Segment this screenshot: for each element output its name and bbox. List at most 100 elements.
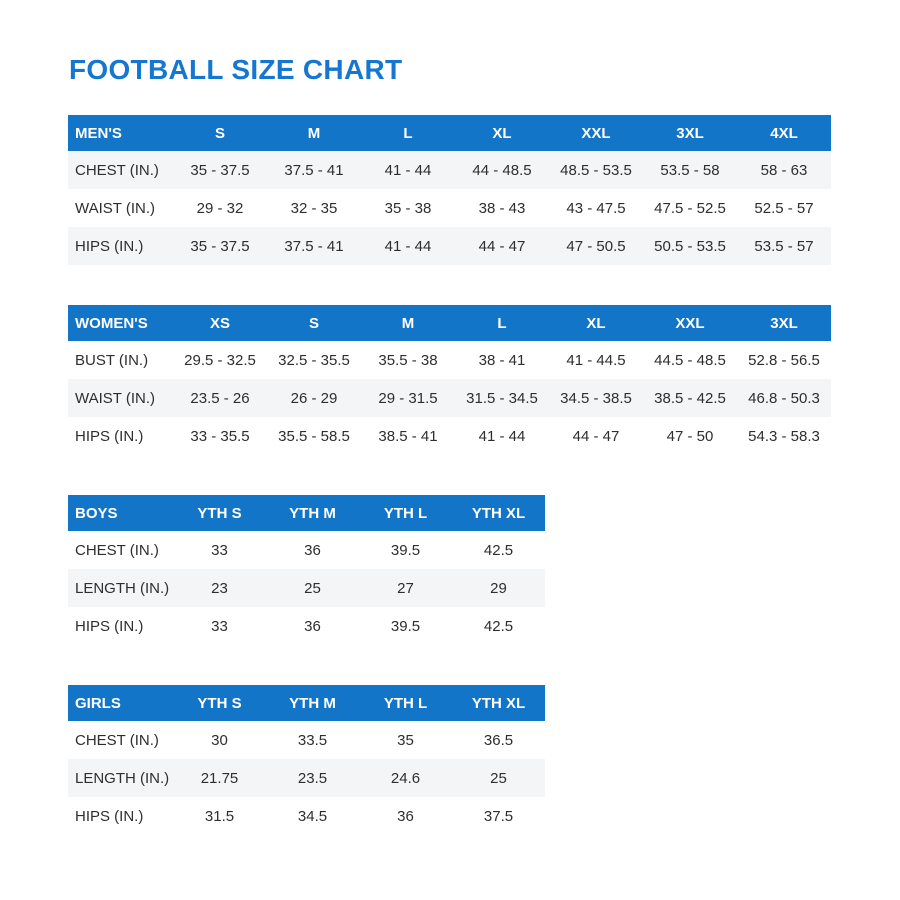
size-value: 47 - 50.5 (566, 237, 626, 255)
column-header: M (361, 305, 455, 341)
column-header: L (361, 115, 455, 151)
column-header: XXL (549, 115, 643, 151)
size-value: 36 (304, 541, 321, 559)
table-title-girls: GIRLS (68, 685, 173, 721)
size-value: 41 - 44 (384, 237, 432, 255)
size-value: 27 (397, 579, 414, 597)
size-value: 23 (211, 579, 228, 597)
size-value: 36 (397, 807, 414, 825)
table-title-mens: MEN'S (68, 115, 173, 151)
size-value: 47 - 50 (666, 427, 714, 445)
size-value: 31.5 - 34.5 (466, 389, 538, 407)
column-header: XL (455, 115, 549, 151)
column-header: YTH M (266, 685, 359, 721)
size-value: 32 - 35 (290, 199, 338, 217)
page-title: FOOTBALL SIZE CHART (69, 54, 403, 85)
size-value: 53.5 - 58 (660, 161, 720, 179)
size-value: 24.6 (390, 769, 421, 787)
size-value: 23.5 (297, 769, 328, 787)
table-row: CHEST (IN.) 35 - 37.5 37.5 - 41 41 - 44 44 -… (68, 151, 831, 189)
size-value: 41 - 44 (478, 427, 526, 445)
table-row: CHEST (IN.) 30 33.5 35 36.5 (68, 721, 545, 759)
column-header: YTH S (173, 495, 266, 531)
column-header: M (267, 115, 361, 151)
size-value: 44.5 - 48.5 (654, 351, 726, 369)
header-row-boys: BOYS YTH S YTH M YTH L YTH XL (68, 495, 545, 531)
size-table-womens: WOMEN'S XS S M L XL XXL 3XL BUST (IN.) 29.5 - 32.… (68, 305, 831, 455)
column-header: YTH L (359, 495, 452, 531)
column-header: 4XL (737, 115, 831, 151)
size-value: 50.5 - 53.5 (654, 237, 726, 255)
size-value: 26 - 29 (290, 389, 338, 407)
size-value: 37.5 - 41 (284, 237, 344, 255)
size-value: 29 (490, 579, 507, 597)
table-row: WAIST (IN.) 23.5 - 26 26 - 29 29 - 31.5 31.5… (68, 379, 831, 417)
size-value: 33 - 35.5 (190, 427, 250, 445)
size-value: 54.3 - 58.3 (748, 427, 820, 445)
size-value: 44 - 47 (572, 427, 620, 445)
size-table-mens: MEN'S S M L XL XXL 3XL 4XL CHEST (IN.) 35 - 37.5 3… (68, 115, 831, 265)
table-row: LENGTH (IN.) 23 25 27 29 (68, 569, 545, 607)
header-row-girls: GIRLS YTH S YTH M YTH L YTH XL (68, 685, 545, 721)
size-value: 29 - 32 (196, 199, 244, 217)
size-value: 38 - 43 (478, 199, 526, 217)
column-header: L (455, 305, 549, 341)
size-value: 48.5 - 53.5 (560, 161, 632, 179)
row-label: CHEST (IN.) (75, 161, 159, 179)
size-tables-container: MEN'S S M L XL XXL 3XL 4XL CHEST (IN.) 35 - 37.5 3… (68, 115, 832, 835)
size-value: 36 (304, 617, 321, 635)
size-value: 34.5 - 38.5 (560, 389, 632, 407)
row-label: LENGTH (IN.) (75, 579, 170, 597)
header-row-mens: MEN'S S M L XL XXL 3XL 4XL (68, 115, 831, 151)
size-value: 21.75 (200, 769, 239, 787)
size-value: 35 - 38 (384, 199, 432, 217)
size-value: 38.5 - 42.5 (654, 389, 726, 407)
table-row: BUST (IN.) 29.5 - 32.5 32.5 - 35.5 35.5 - 3… (68, 341, 831, 379)
column-header: 3XL (643, 115, 737, 151)
size-value: 31.5 (204, 807, 235, 825)
size-value: 38.5 - 41 (378, 427, 438, 445)
size-value: 44 - 48.5 (472, 161, 532, 179)
size-value: 25 (304, 579, 321, 597)
size-value: 30 (211, 731, 228, 749)
size-value: 52.5 - 57 (754, 199, 814, 217)
size-value: 42.5 (483, 617, 514, 635)
size-value: 52.8 - 56.5 (748, 351, 820, 369)
header-row-womens: WOMEN'S XS S M L XL XXL 3XL (68, 305, 831, 341)
column-header: 3XL (737, 305, 831, 341)
size-value: 35 - 37.5 (190, 161, 250, 179)
size-value: 58 - 63 (760, 161, 808, 179)
size-value: 32.5 - 35.5 (278, 351, 350, 369)
table-title-boys: BOYS (68, 495, 173, 531)
row-label: WAIST (IN.) (75, 389, 155, 407)
table-row: WAIST (IN.) 29 - 32 32 - 35 35 - 38 38 - 43 4… (68, 189, 831, 227)
size-value: 37.5 - 41 (284, 161, 344, 179)
row-label: WAIST (IN.) (75, 199, 155, 217)
column-header: S (267, 305, 361, 341)
column-header: XL (549, 305, 643, 341)
row-label: CHEST (IN.) (75, 731, 159, 749)
table-title-womens: WOMEN'S (68, 305, 173, 341)
size-value: 33 (211, 617, 228, 635)
row-label: HIPS (IN.) (75, 427, 144, 445)
table-row: LENGTH (IN.) 21.75 23.5 24.6 25 (68, 759, 545, 797)
row-label: HIPS (IN.) (75, 237, 144, 255)
size-value: 23.5 - 26 (190, 389, 250, 407)
size-value: 39.5 (390, 541, 421, 559)
column-header: S (173, 115, 267, 151)
table-row: HIPS (IN.) 31.5 34.5 36 37.5 (68, 797, 545, 835)
size-value: 35 (397, 731, 414, 749)
column-header: YTH XL (452, 495, 545, 531)
size-value: 38 - 41 (478, 351, 526, 369)
table-row: HIPS (IN.) 35 - 37.5 37.5 - 41 41 - 44 44 - … (68, 227, 831, 265)
column-header: YTH L (359, 685, 452, 721)
size-value: 53.5 - 57 (754, 237, 814, 255)
size-value: 42.5 (483, 541, 514, 559)
column-header: YTH M (266, 495, 359, 531)
column-header: XS (173, 305, 267, 341)
column-header: XXL (643, 305, 737, 341)
row-label: BUST (IN.) (75, 351, 149, 369)
column-header: YTH XL (452, 685, 545, 721)
size-value: 43 - 47.5 (566, 199, 626, 217)
size-value: 44 - 47 (478, 237, 526, 255)
